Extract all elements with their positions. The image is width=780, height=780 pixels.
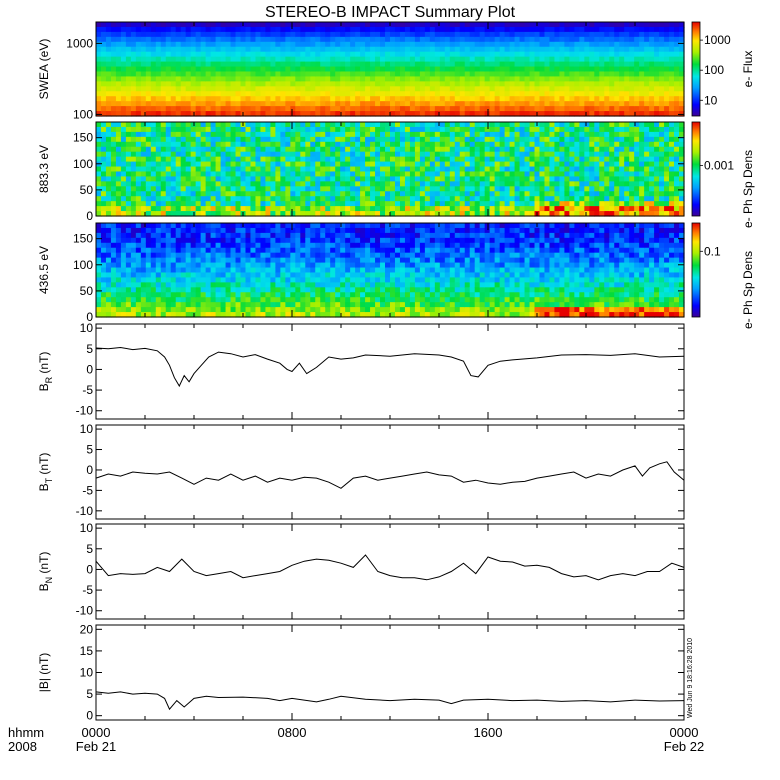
y-tick-label: 150 <box>73 232 93 246</box>
y-tick-label: 10 <box>80 521 94 535</box>
panel-3: 0.1 e- Ph Sp Dens 0 50 100 150 436.5 eV <box>37 222 755 329</box>
colorbar-label: e- Ph Sp Dens <box>741 251 755 329</box>
y-tick-label: -5 <box>82 383 93 397</box>
y-axis-label-base: B <box>37 483 51 491</box>
colorbar-label: e- Flux <box>741 51 755 88</box>
y-axis-label: BN (nT) <box>37 552 54 592</box>
generation-timestamp: Wed Jun 9 18:16:28 2010 <box>687 638 694 718</box>
y-tick-label: -10 <box>76 604 94 618</box>
colorbar <box>691 121 701 217</box>
y-tick-label: 100 <box>73 157 93 171</box>
y-tick-label: -5 <box>82 583 93 597</box>
y-tick-label: 100 <box>73 258 93 272</box>
y-tick-label: 15 <box>80 644 94 658</box>
time-tick-date: Feb 21 <box>76 739 116 754</box>
y-axis-label: SWEA (eV) <box>37 39 51 100</box>
panel-2: 0.001 e- Ph Sp Dens 0 50 100 150 883.3 eV <box>37 121 755 228</box>
y-axis-label-base: B <box>37 583 51 591</box>
y-axis-label: BR (nT) <box>37 352 54 392</box>
colorbar-tick-label: 0.001 <box>704 158 734 172</box>
colorbar <box>691 222 701 318</box>
y-tick-label: 150 <box>73 131 93 145</box>
y-axis-label-unit: (nT) <box>37 453 51 478</box>
y-axis-label-subscript: T <box>44 477 54 483</box>
panel-6: -10 -5 0 5 10 BN (nT) <box>37 521 685 620</box>
y-tick-label: 50 <box>80 183 94 197</box>
y-axis-label-unit: (nT) <box>37 653 51 678</box>
y-axis-label-unit: (nT) <box>37 552 51 577</box>
y-axis-label-subscript: R <box>44 376 54 383</box>
y-tick-label: 5 <box>86 542 93 556</box>
y-tick-label: 0 <box>86 209 93 223</box>
y-tick-label: 5 <box>86 443 93 457</box>
y-tick-label: -10 <box>76 504 94 518</box>
time-tick-hhmm: 0000 <box>82 725 111 740</box>
y-axis-label-subscript: N <box>44 577 54 584</box>
y-tick-label: 5 <box>86 342 93 356</box>
y-axis-label: 883.3 eV <box>37 145 51 193</box>
colorbar-tick-label: 1000 <box>704 33 731 47</box>
colorbar-label: e- Ph Sp Dens <box>741 150 755 228</box>
heatmap-cells <box>96 223 685 318</box>
panel-7: 0 5 10 15 20 |B| (nT) <box>37 622 685 723</box>
y-tick-label: 1000 <box>66 36 93 50</box>
plot-title: STEREO-B IMPACT Summary Plot <box>265 4 516 21</box>
y-tick-label: 0 <box>86 709 93 723</box>
y-tick-label: -10 <box>76 404 94 418</box>
panel-1: 10 100 1000 e- Flux 100 1000 SWEA (eV) <box>37 21 755 121</box>
panel-5: -10 -5 0 5 10 BT (nT) <box>37 422 685 520</box>
y-tick-label: 0 <box>86 562 93 576</box>
colorbar-tick-label: 100 <box>704 63 724 77</box>
y-tick-label: 100 <box>73 107 93 121</box>
y-tick-label: 0 <box>86 310 93 324</box>
y-axis-label-unit: (nT) <box>37 352 51 377</box>
y-tick-label: 20 <box>80 622 94 636</box>
y-tick-label: 10 <box>80 321 94 335</box>
y-axis-label-base: |B| <box>37 678 51 692</box>
colorbar <box>691 21 701 117</box>
time-tick-hhmm: 0000 <box>670 725 699 740</box>
time-tick-hhmm: 0800 <box>278 725 307 740</box>
heatmap-cells <box>96 122 685 217</box>
heatmap-cells <box>96 22 685 117</box>
series-line <box>95 346 685 388</box>
series-line <box>95 691 685 711</box>
time-tick-hhmm: 1600 <box>474 725 503 740</box>
y-tick-label: 0 <box>86 362 93 376</box>
time-tick-date: Feb 22 <box>664 739 704 754</box>
y-tick-label: 5 <box>86 687 93 701</box>
y-axis-label: 436.5 eV <box>37 246 51 294</box>
time-axis-year-label: 2008 <box>8 739 37 754</box>
y-tick-label: -5 <box>82 483 93 497</box>
time-axis-corner-label: hhmm <box>8 725 44 740</box>
series-line <box>95 461 685 489</box>
colorbar-tick-label: 10 <box>704 93 718 107</box>
y-tick-label: 0 <box>86 463 93 477</box>
y-axis-label: BT (nT) <box>37 453 54 492</box>
y-tick-label: 50 <box>80 284 94 298</box>
colorbar-tick-label: 0.1 <box>704 244 721 258</box>
panel-4: -10 -5 0 5 10 BR (nT) <box>37 321 685 420</box>
y-tick-label: 10 <box>80 666 94 680</box>
y-axis-label-base: B <box>37 383 51 391</box>
y-axis-label: |B| (nT) <box>37 653 51 693</box>
y-tick-label: 10 <box>80 422 94 436</box>
series-line <box>95 554 685 581</box>
